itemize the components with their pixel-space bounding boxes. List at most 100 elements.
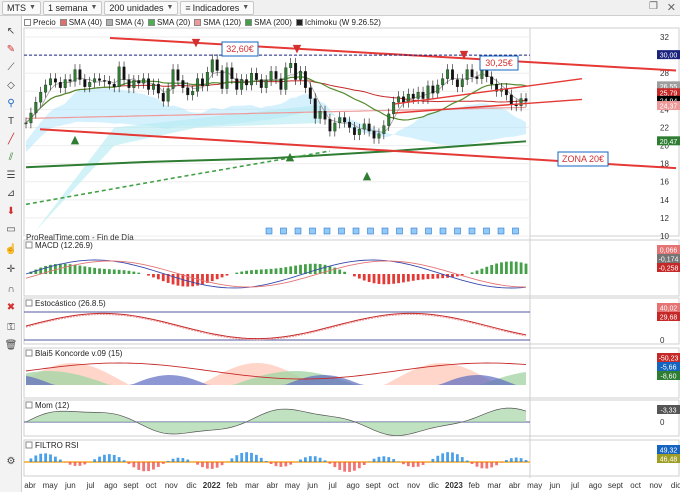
rsi-bar bbox=[504, 460, 508, 462]
macd-histogram-bar bbox=[39, 267, 43, 274]
candle-body bbox=[328, 119, 332, 132]
price-tag-label: 20,47 bbox=[660, 139, 678, 146]
rsi-bar bbox=[475, 462, 479, 467]
candle-body bbox=[470, 69, 474, 77]
candle-body bbox=[83, 79, 87, 87]
macd-histogram-bar bbox=[186, 274, 190, 287]
rsi-bar bbox=[514, 457, 518, 462]
indicators-button[interactable]: ≡ Indicadores ▼ bbox=[180, 0, 255, 15]
thumb-tool-icon[interactable]: ☝ bbox=[4, 243, 18, 255]
close-icon[interactable]: ✕ bbox=[666, 2, 676, 14]
macd-histogram-bar bbox=[88, 267, 92, 274]
rsi-bar bbox=[279, 462, 283, 467]
timeframe-selector[interactable]: 1 semana ▼ bbox=[42, 0, 103, 15]
measure-tool-icon[interactable]: ⊿ bbox=[6, 187, 16, 199]
price-tick-label: 28 bbox=[660, 69, 669, 78]
text-tool-icon[interactable]: T bbox=[7, 115, 15, 127]
rsi-bar bbox=[269, 462, 273, 465]
panel-title: FILTRO RSI bbox=[35, 441, 78, 450]
trash-icon[interactable]: 🗑 bbox=[4, 339, 18, 351]
legend-item[interactable]: SMA (120) bbox=[194, 17, 241, 28]
macd-histogram-bar bbox=[304, 264, 307, 274]
candle-body bbox=[357, 129, 361, 135]
candle-body bbox=[402, 96, 405, 103]
candle-body bbox=[137, 80, 141, 84]
panel-value-tag bbox=[657, 263, 680, 272]
ruler-tool-icon[interactable]: ⟋ bbox=[7, 61, 15, 73]
rsi-bar bbox=[176, 457, 180, 462]
candle-body bbox=[333, 122, 337, 132]
zoom-tool-icon[interactable]: ⚲ bbox=[7, 97, 15, 109]
legend-label: SMA (40) bbox=[68, 18, 103, 27]
macd-histogram-bar bbox=[357, 274, 361, 279]
candle-body bbox=[308, 87, 312, 99]
candle-body bbox=[495, 83, 499, 92]
eraser-tool-icon[interactable]: ◇ bbox=[7, 79, 15, 91]
lock-tool-icon[interactable]: ⚿ bbox=[7, 321, 15, 333]
rsi-bar bbox=[73, 462, 77, 466]
macd-histogram-bar bbox=[122, 270, 126, 274]
candle-body bbox=[58, 82, 62, 88]
candle-body bbox=[235, 78, 239, 90]
units-selector[interactable]: 200 unidades ▼ bbox=[104, 0, 179, 15]
rsi-bar bbox=[156, 462, 160, 467]
price-tag bbox=[657, 81, 680, 91]
macd-histogram-bar bbox=[441, 274, 445, 279]
rsi-bar bbox=[39, 453, 43, 462]
legend-item[interactable]: SMA (20) bbox=[147, 17, 190, 28]
macd-histogram-bar bbox=[411, 274, 415, 281]
settings-icon[interactable]: ⚙ bbox=[6, 455, 16, 467]
macd-histogram-bar bbox=[451, 274, 454, 278]
pencil-tool-icon[interactable]: ✎ bbox=[6, 43, 16, 55]
candle-body bbox=[29, 112, 33, 124]
time-axis-label: oct bbox=[630, 481, 641, 490]
candle-body bbox=[406, 93, 410, 103]
candle-body bbox=[78, 69, 82, 80]
macd-histogram-bar bbox=[68, 264, 72, 274]
legend-item[interactable]: Ichimoku (W 9.26.52) bbox=[295, 17, 381, 28]
price-tick-label: 14 bbox=[660, 196, 669, 205]
thumb-up-icon: ▲ bbox=[286, 150, 295, 163]
panel-value-tag bbox=[657, 254, 680, 263]
event-icon bbox=[439, 227, 447, 235]
rsi-bar bbox=[29, 458, 33, 462]
fibonacci-tool-icon[interactable]: ☰ bbox=[6, 169, 16, 181]
candle-body bbox=[455, 79, 459, 87]
cross-tool-icon[interactable]: ✛ bbox=[6, 263, 16, 275]
macd-histogram-bar bbox=[83, 266, 87, 274]
time-axis-label: oct bbox=[146, 481, 157, 490]
magnet-tool-icon[interactable]: ∩ bbox=[7, 283, 15, 295]
macd-histogram-bar bbox=[107, 269, 111, 274]
rsi-bar bbox=[54, 456, 57, 462]
time-axis-label: 2023 bbox=[445, 481, 463, 490]
arrow-down-tool-icon[interactable]: ⬇ bbox=[6, 205, 16, 217]
rsi-bar bbox=[509, 458, 513, 462]
panel-value-tag-label: -5,66 bbox=[661, 365, 677, 372]
candle-body bbox=[220, 70, 224, 89]
trendline-tool-icon[interactable]: ╱ bbox=[7, 133, 15, 145]
macd-histogram-bar bbox=[387, 274, 391, 285]
candle-body bbox=[44, 84, 48, 93]
candle-body bbox=[352, 127, 356, 135]
delete-tool-icon[interactable]: ✖ bbox=[6, 301, 16, 313]
legend-item[interactable]: SMA (4) bbox=[106, 17, 144, 28]
event-icon bbox=[294, 227, 302, 235]
time-axis-label: jul bbox=[328, 481, 337, 490]
rectangle-tool-icon[interactable]: ▭ bbox=[6, 223, 16, 235]
legend-item[interactable]: SMA (200) bbox=[245, 17, 292, 28]
rsi-bar bbox=[377, 456, 381, 462]
macd-histogram-bar bbox=[235, 272, 239, 274]
time-axis-label: nov bbox=[649, 481, 662, 490]
cursor-tool-icon[interactable]: ↖ bbox=[6, 25, 16, 37]
legend-item[interactable]: SMA (40) bbox=[59, 17, 103, 28]
window-restore-icon[interactable]: ❐ bbox=[649, 1, 658, 12]
candle-body bbox=[225, 67, 229, 89]
symbol-selector[interactable]: MTS ▼ bbox=[2, 0, 41, 15]
legend-item[interactable]: Precio bbox=[24, 17, 56, 28]
candle-body bbox=[465, 69, 469, 80]
rsi-bar bbox=[519, 458, 523, 462]
channel-tool-icon[interactable]: ⫽ bbox=[8, 151, 14, 163]
candle-body bbox=[63, 79, 67, 88]
macd-histogram-bar bbox=[240, 271, 244, 274]
